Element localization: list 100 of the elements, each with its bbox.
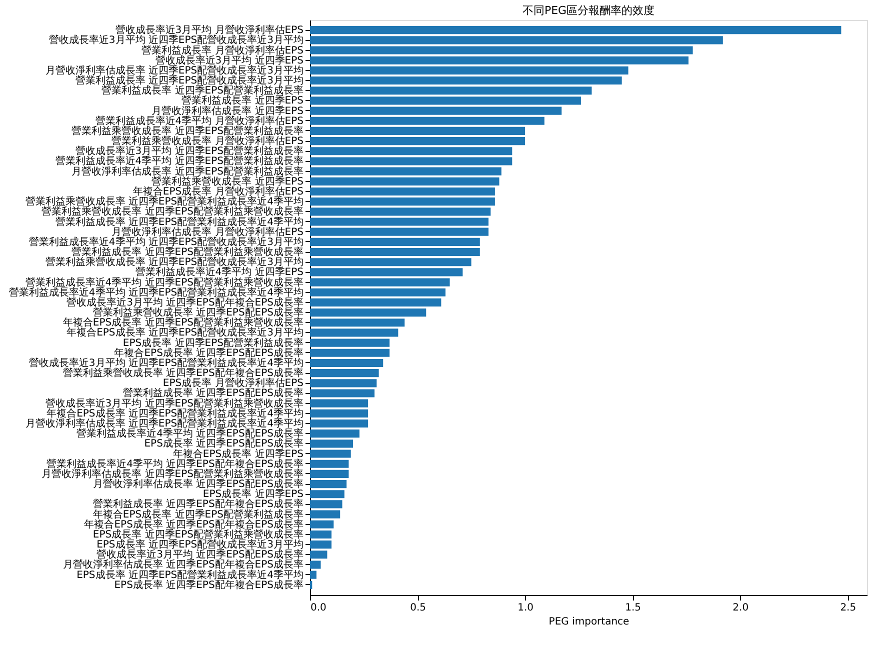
bar <box>310 338 390 347</box>
bar <box>310 46 693 54</box>
y-tick-label: 營業利益成長率近4季平均 近四季EPS配營收成長率近3月平均 <box>28 236 304 248</box>
bar <box>310 258 472 266</box>
y-tick-label: 營業利益成長率近4季平均 近四季EPS配營業利益乘營收成長率 <box>25 276 304 288</box>
bar <box>310 106 562 115</box>
y-tick-label: 營業利益成長率 近四季EPS配營業利益成長率近4季平均 <box>55 216 304 228</box>
bar <box>310 530 332 539</box>
bar <box>310 228 488 236</box>
bar <box>310 560 321 569</box>
bar <box>310 510 340 518</box>
y-tick-label: 年複合EPS成長率 近四季EPS配營業利益成長率近4季平均 <box>46 407 304 420</box>
chart-title: 不同PEG區分報酬率的效度 <box>522 4 655 17</box>
y-tick-label: EPS成長率 近四季EPS配營業利益成長率 <box>122 336 304 349</box>
bar <box>310 26 842 34</box>
y-tick-label: EPS成長率 近四季EPS配營業利益乘營收成長率 <box>92 528 304 540</box>
y-tick-label: 營業利益成長率近4季平均 近四季EPS配年複合EPS成長率 <box>46 458 304 470</box>
bar <box>310 450 351 458</box>
bar <box>310 328 398 337</box>
bar <box>310 66 628 74</box>
y-tick-label: 營業利益成長率近4季平均 近四季EPS <box>135 266 304 278</box>
bar <box>310 126 526 135</box>
y-tick-label: 月營收淨利率估成長率 近四季EPS <box>152 104 304 117</box>
bar <box>310 409 368 418</box>
y-tick-label: 營收成長率近3月平均 近四季EPS配營業利益成長率近4季平均 <box>28 356 304 369</box>
y-tick-label: 營業利益乘營收成長率 近四季EPS配營業利益乘營收成長率 <box>42 206 304 218</box>
y-tick-label: 營收成長率近3月平均 近四季EPS配營業利益乘營收成長率 <box>45 397 304 410</box>
bar <box>310 379 377 388</box>
y-tick-label: EPS成長率 近四季EPS配EPS成長率 <box>144 438 304 450</box>
y-tick-label: 營業利益乘營收成長率 近四季EPS <box>152 175 304 188</box>
x-tick-label: 1.5 <box>625 602 642 614</box>
bar <box>310 500 342 508</box>
bar <box>310 550 328 559</box>
bar <box>310 369 379 378</box>
y-tick-label: 營業利益成長率 近四季EPS配年複合EPS成長率 <box>92 498 304 510</box>
bar <box>310 137 526 146</box>
y-tick-label: 月營收淨利率估成長率 近四季EPS配營業利益乘營收成長率 <box>42 468 304 480</box>
bar <box>310 520 334 528</box>
y-tick-label: 年複合EPS成長率 近四季EPS配營收成長率近3月平均 <box>66 326 304 339</box>
y-tick-label: 年複合EPS成長率 近四季EPS配營業利益成長率 <box>92 508 304 520</box>
bar <box>310 389 375 398</box>
bar <box>310 187 495 196</box>
bar <box>310 490 344 498</box>
y-tick-label: 年複合EPS成長率 近四季EPS配EPS成長率 <box>114 346 304 359</box>
bar <box>310 288 446 296</box>
bar <box>310 56 688 64</box>
bar <box>310 36 723 44</box>
y-tick-label: 月營收淨利率估成長率 近四季EPS配營收成長率近3月平均 <box>45 64 304 76</box>
bar <box>310 208 491 216</box>
y-tick-label: 營業利益乘營收成長率 近四季EPS配營業利益成長率 <box>72 124 304 137</box>
y-tick-label: 營收成長率近3月平均 近四季EPS配營收成長率近3月平均 <box>48 34 304 46</box>
bar <box>310 399 368 408</box>
bar <box>310 218 488 226</box>
bar <box>310 278 450 286</box>
y-tick-label: 月營收淨利率估成長率 近四季EPS配營業利益成長率 <box>72 165 304 178</box>
bar <box>310 358 384 368</box>
bar <box>310 177 500 186</box>
bar <box>310 419 368 428</box>
bar <box>310 570 316 579</box>
y-tick-label: 營業利益成長率 月營收淨利率估EPS <box>142 44 304 56</box>
x-tick-label: 1.0 <box>518 602 534 614</box>
bar <box>310 460 349 468</box>
bar <box>310 86 592 95</box>
y-tick-label: 營業利益成長率近4季平均 近四季EPS配營業利益成長率近4季平均 <box>8 286 304 298</box>
bar <box>310 238 480 246</box>
bar <box>310 308 426 317</box>
y-tick-label: 營業利益成長率 近四季EPS配EPS成長率 <box>122 387 304 400</box>
bar <box>310 147 512 156</box>
bar <box>310 157 512 166</box>
bar <box>310 318 405 327</box>
bar <box>310 298 442 306</box>
y-tick-label: 營業利益成長率 近四季EPS <box>182 94 304 107</box>
bar <box>310 348 390 357</box>
x-tick-label: 0.5 <box>410 602 426 614</box>
y-tick-label: 營收成長率近3月平均 近四季EPS配年複合EPS成長率 <box>66 296 304 308</box>
bar <box>310 198 495 206</box>
bar <box>310 268 463 276</box>
y-tick-label: 營業利益成長率近4季平均 近四季EPS配營業利益成長率 <box>55 155 304 168</box>
x-tick-label: 2.5 <box>840 602 856 614</box>
bar <box>310 248 480 256</box>
bar <box>310 116 544 125</box>
y-tick-label: 月營收淨利率估成長率 月營收淨利率估EPS <box>112 226 304 238</box>
bar <box>310 430 360 438</box>
x-axis-title: PEG importance <box>548 616 630 628</box>
y-tick-label: EPS成長率 近四季EPS配營業利益成長率近4季平均 <box>76 568 304 581</box>
y-tick-label: 月營收淨利率估成長率 近四季EPS配年複合EPS成長率 <box>62 558 304 571</box>
bar <box>310 540 332 549</box>
x-tick-label: 0.0 <box>310 602 326 614</box>
y-tick-label: 年複合EPS成長率 月營收淨利率估EPS <box>132 185 304 198</box>
bar <box>310 96 581 105</box>
bar <box>310 440 354 448</box>
bar <box>310 470 349 478</box>
y-tick-label: EPS成長率 近四季EPS配年複合EPS成長率 <box>114 578 304 591</box>
bar <box>310 167 502 176</box>
y-tick-label: 年複合EPS成長率 近四季EPS <box>172 448 304 460</box>
y-tick-label: 年複合EPS成長率 近四季EPS配年複合EPS成長率 <box>84 518 304 530</box>
bar <box>310 76 622 85</box>
y-tick-label: 營業利益成長率近4季平均 月營收淨利率估EPS <box>95 114 304 127</box>
bar <box>310 480 347 488</box>
x-tick-label: 2.0 <box>732 602 749 614</box>
